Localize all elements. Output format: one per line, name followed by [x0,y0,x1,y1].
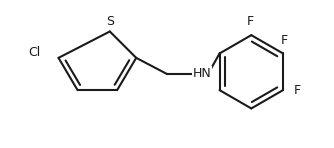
Text: F: F [281,34,288,47]
Text: HN: HN [193,67,211,80]
Text: Cl: Cl [28,46,40,59]
Text: S: S [106,15,114,28]
Text: F: F [246,15,254,28]
Text: F: F [294,84,301,97]
